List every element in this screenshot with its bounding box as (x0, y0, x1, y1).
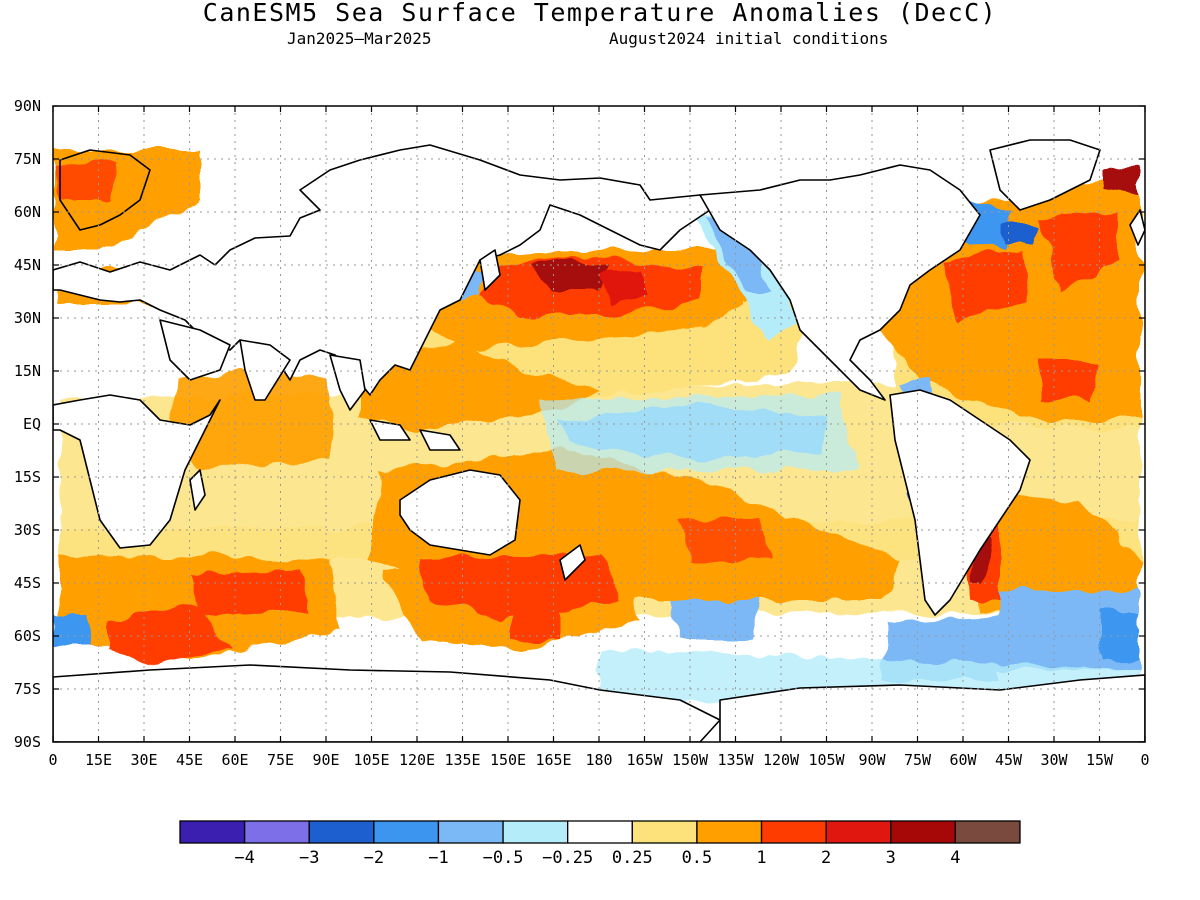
colorbar-label: 2 (821, 848, 831, 868)
lat-tick-label: 30S (14, 521, 41, 539)
colorbar-label: 0.25 (612, 848, 653, 868)
colorbar-label: −2 (364, 848, 384, 868)
lat-tick-label: 90S (14, 733, 41, 751)
lon-tick-label: 45W (995, 751, 1023, 769)
lon-tick-label: 75E (267, 751, 294, 769)
lat-tick-label: 60S (14, 627, 41, 645)
colorbar-label: −1 (428, 848, 448, 868)
colorbar-swatch (308, 820, 375, 844)
colorbar-swatch (954, 820, 1021, 844)
lon-tick-label: 75W (904, 751, 932, 769)
colorbar-label: −0.5 (483, 848, 524, 868)
colorbar-swatch (437, 820, 504, 844)
colorbar-label: 0.5 (682, 848, 713, 868)
colorbar-label: −3 (299, 848, 319, 868)
map-axes: 90N 75N 60N 45N 30N 15N EQ 15S 30S 45S 60S 75S 90S 0 1… (14, 97, 1150, 769)
map-title: CanESM5 Sea Surface Temperature Anomalie… (202, 0, 998, 27)
lon-tick-label: 60W (949, 751, 977, 769)
colorbar-swatch (890, 820, 957, 844)
colorbar: −4 −3 −2 −1 −0.5 −0.25 0.25 0.5 1 2 3 4 (179, 820, 1021, 868)
grid-lines (53, 106, 1145, 742)
colorbar-label: −0.25 (542, 848, 593, 868)
lon-tick-label: 105W (808, 751, 845, 769)
lat-tick-label: 30N (14, 309, 41, 327)
colorbar-swatch (825, 820, 892, 844)
lon-tick-label: 60E (221, 751, 248, 769)
lon-tick-label: 165E (535, 751, 571, 769)
colorbar-swatch (696, 820, 763, 844)
lon-tick-label: 120W (763, 751, 800, 769)
colorbar-swatch (502, 820, 569, 844)
lat-tick-label: 60N (14, 203, 41, 221)
lon-tick-label: 150W (672, 751, 709, 769)
lon-tick-label: 30E (130, 751, 157, 769)
lon-tick-label: 120E (399, 751, 435, 769)
colorbar-label: 4 (950, 848, 960, 868)
lon-tick-label: 105E (353, 751, 389, 769)
lat-tick-label: EQ (23, 415, 41, 433)
lat-tick-label: 15N (14, 362, 41, 380)
lon-tick-label: 180 (585, 751, 612, 769)
lon-tick-label: 150E (490, 751, 526, 769)
lon-tick-label: 165W (626, 751, 663, 769)
colorbar-swatch (243, 820, 310, 844)
forecast-period: Jan2025–Mar2025 (287, 29, 432, 48)
lat-tick-label: 90N (14, 97, 41, 115)
lon-tick-label: 135E (444, 751, 480, 769)
colorbar-swatch (631, 820, 698, 844)
lat-tick-label: 45S (14, 574, 41, 592)
initial-conditions: August2024 initial conditions (609, 29, 889, 48)
colorbar-label: −4 (234, 848, 254, 868)
lon-tick-label: 45E (176, 751, 203, 769)
lon-tick-label: 90W (858, 751, 886, 769)
lon-tick-label: 15E (85, 751, 112, 769)
lon-tick-label: 15W (1086, 751, 1114, 769)
lat-tick-label: 45N (14, 256, 41, 274)
lat-tick-label: 15S (14, 468, 41, 486)
colorbar-swatch (179, 820, 246, 844)
lon-tick-label: 135W (717, 751, 754, 769)
colorbar-swatch (760, 820, 827, 844)
colorbar-swatch (373, 820, 440, 844)
lon-tick-label: 0 (1140, 751, 1149, 769)
lon-tick-label: 0 (48, 751, 57, 769)
lon-tick-label: 90E (312, 751, 339, 769)
lat-tick-label: 75N (14, 150, 41, 168)
lat-tick-label: 75S (14, 680, 41, 698)
colorbar-swatch (567, 820, 633, 844)
colorbar-label: 3 (886, 848, 896, 868)
lon-tick-label: 30W (1040, 751, 1068, 769)
coastlines (53, 139, 1145, 742)
colorbar-label: 1 (756, 848, 766, 868)
